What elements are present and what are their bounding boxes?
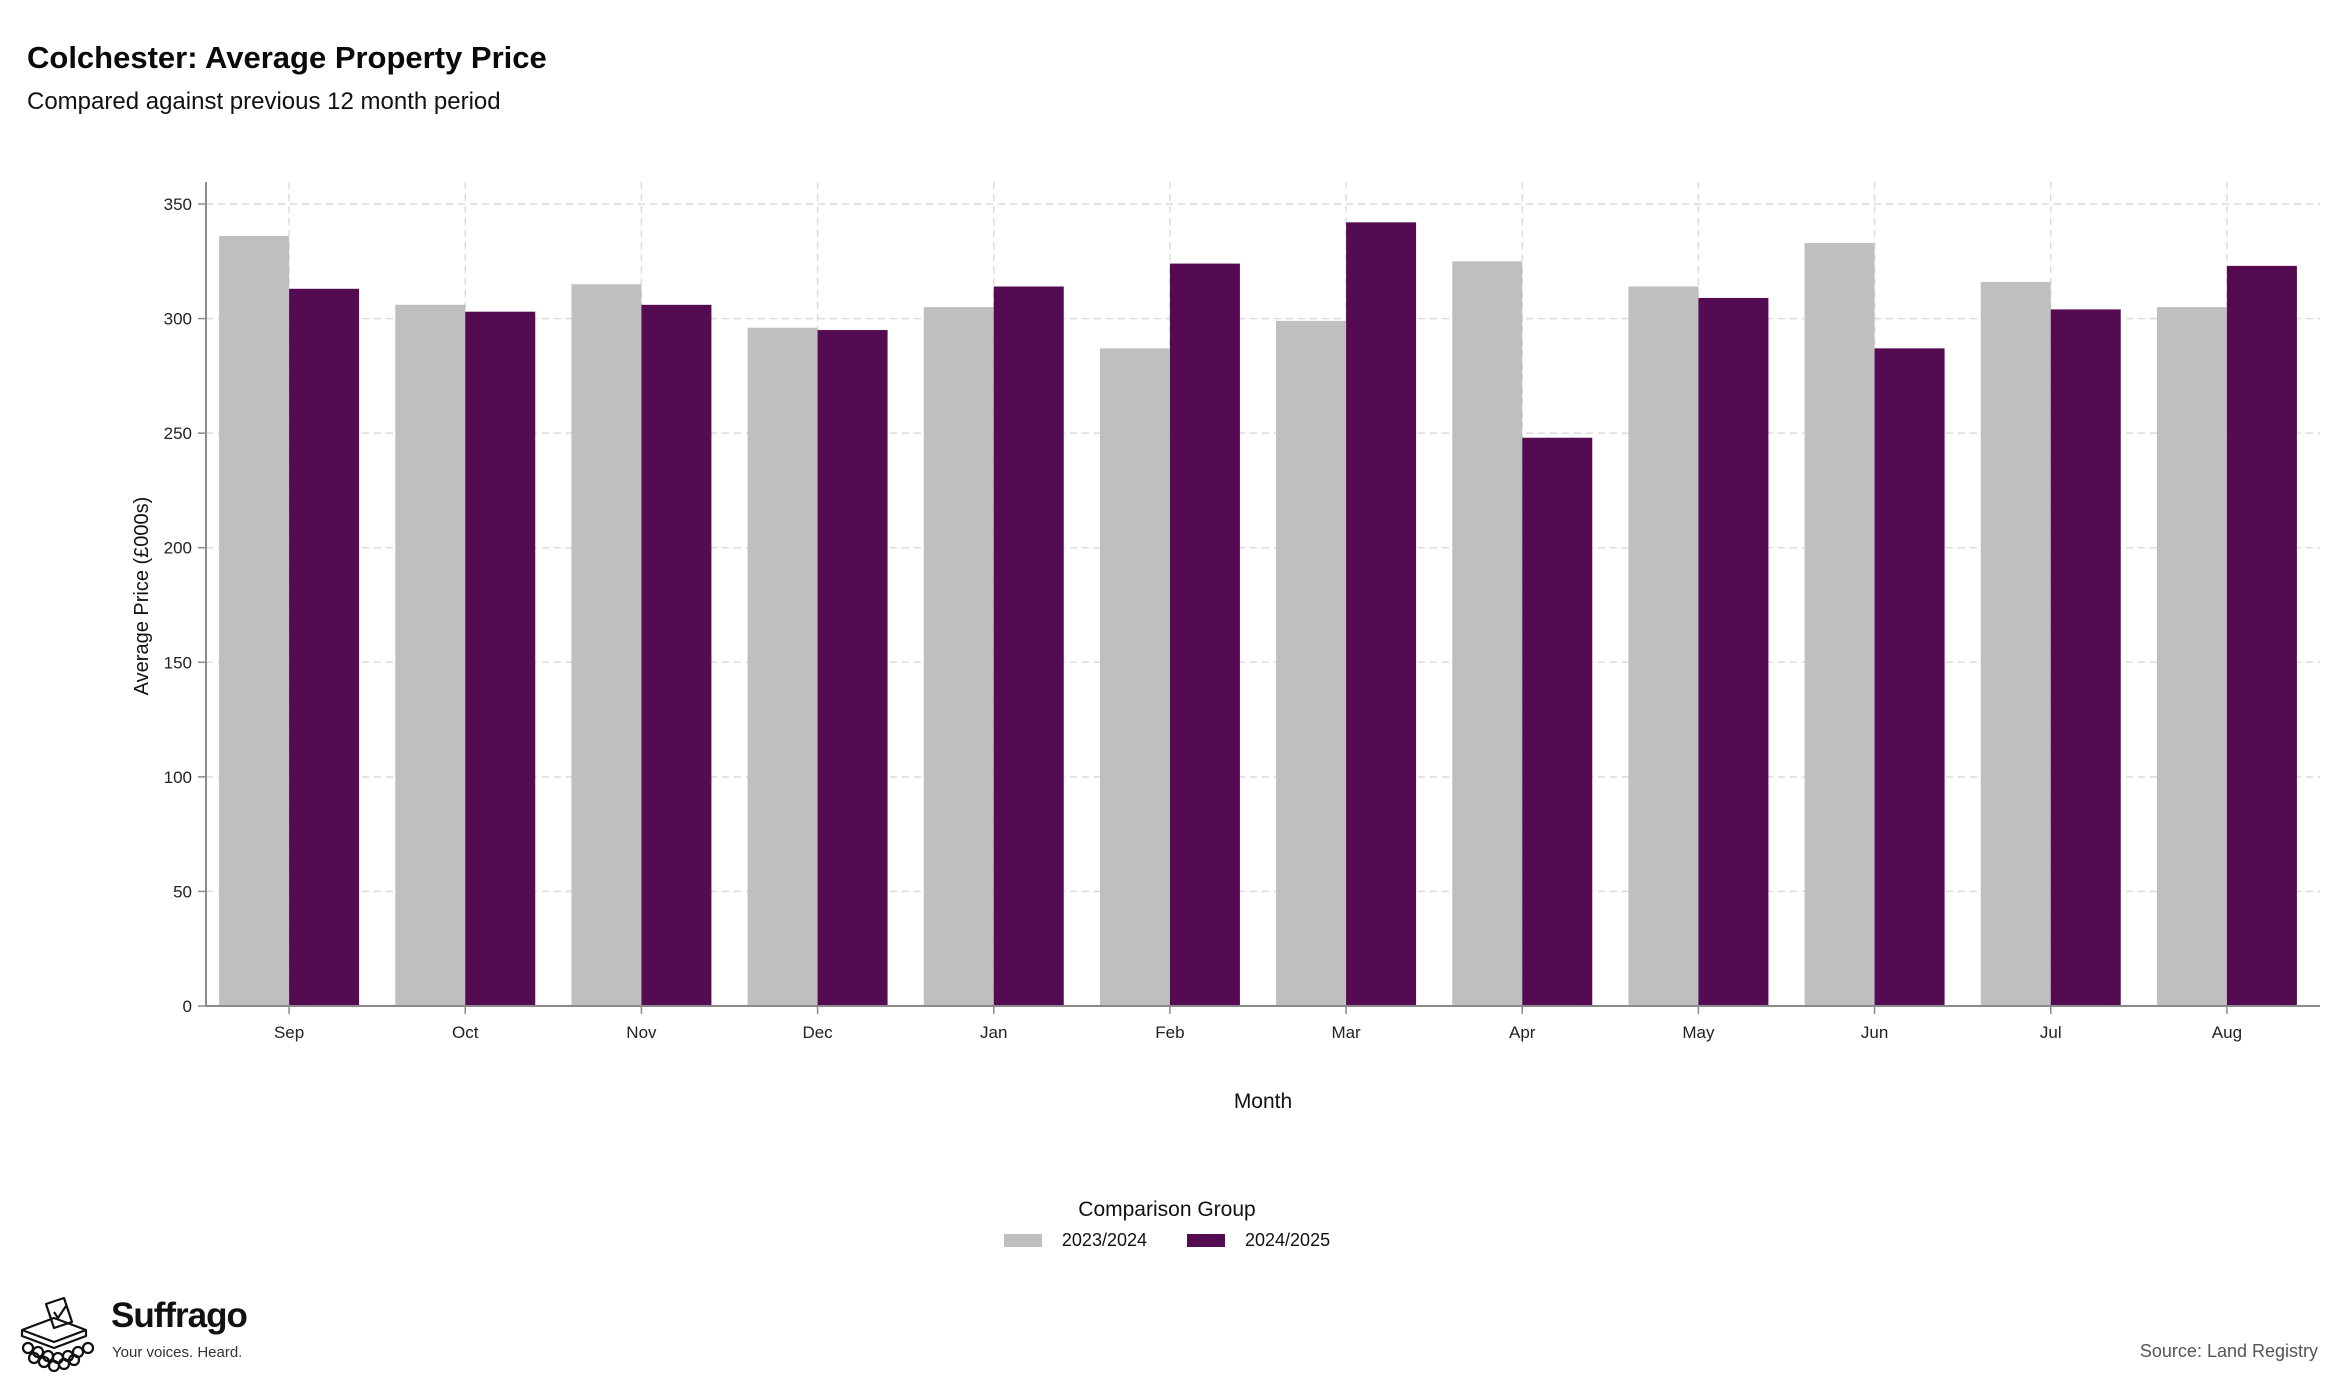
- bar-2024-2025-nov: [641, 304, 712, 1006]
- bar-2023-2024-dec: [747, 327, 818, 1006]
- legend-item: 2024/2025: [1187, 1230, 1330, 1251]
- y-tick-label: 0: [183, 997, 192, 1016]
- bar-2023-2024-aug: [2156, 307, 2227, 1007]
- bar-2023-2024-mar: [1276, 320, 1347, 1006]
- x-tick-label: Apr: [1509, 1023, 1536, 1042]
- bar-2024-2025-jul: [2050, 309, 2121, 1006]
- bar-2023-2024-apr: [1452, 261, 1523, 1006]
- y-tick-label: 200: [164, 539, 192, 558]
- y-tick-label: 350: [164, 195, 192, 214]
- y-tick-label: 50: [173, 882, 192, 901]
- legend-items: 2023/2024 2024/2025: [0, 1230, 2334, 1251]
- bar-2023-2024-feb: [1099, 348, 1170, 1006]
- legend-title: Comparison Group: [1078, 1198, 1256, 1221]
- y-tick-label: 300: [164, 310, 192, 329]
- x-tick-label: Feb: [1155, 1023, 1184, 1042]
- logo-tagline: Your voices. Heard.: [112, 1344, 243, 1361]
- bar-2024-2025-sep: [289, 288, 360, 1007]
- legend-swatch: [1003, 1234, 1042, 1247]
- chart-title: Colchester: Average Property Price: [27, 40, 547, 75]
- suffrago-logo: Suffrago Your voices. Heard.: [14, 1292, 254, 1372]
- logo-name: Suffrago: [111, 1296, 248, 1335]
- chart-subtitle: Compared against previous 12 month perio…: [27, 88, 501, 115]
- bar-2024-2025-may: [1698, 297, 1769, 1006]
- x-tick-label: Sep: [274, 1023, 304, 1042]
- bar-2023-2024-oct: [395, 304, 466, 1006]
- y-axis-title: Average Price (£000s): [131, 497, 153, 696]
- ballot-box-icon: [20, 1296, 95, 1372]
- x-tick-label: Dec: [802, 1023, 833, 1042]
- bar-2023-2024-jun: [1804, 242, 1875, 1006]
- x-tick-label: Aug: [2212, 1023, 2242, 1042]
- bar-2024-2025-dec: [817, 330, 888, 1006]
- bar-2024-2025-mar: [1346, 222, 1417, 1006]
- bar-2023-2024-jan: [923, 307, 994, 1007]
- bar-2024-2025-jan: [993, 286, 1064, 1006]
- source-note: Source: Land Registry: [2139, 1341, 2318, 1361]
- bar-2024-2025-jun: [1874, 348, 1945, 1006]
- x-tick-label: May: [1682, 1023, 1715, 1042]
- x-tick-label: Jan: [980, 1023, 1007, 1042]
- bar-2024-2025-oct: [465, 311, 536, 1006]
- bar-2023-2024-may: [1628, 286, 1699, 1006]
- bar-chart: 0 50 100 150 200 250 300 350 Sep Oct Nov Dec Jan Feb M…: [131, 182, 2320, 1113]
- bar-2024-2025-apr: [1522, 437, 1593, 1006]
- y-tick-label: 250: [164, 424, 192, 443]
- bar-2024-2025-aug: [2226, 265, 2297, 1007]
- legend-item: 2023/2024: [1003, 1230, 1147, 1251]
- x-tick-label: Nov: [626, 1023, 657, 1042]
- bar-2023-2024-sep: [219, 236, 290, 1006]
- x-axis-title: Month: [1234, 1090, 1292, 1113]
- legend: Comparison Group 2023/2024 2024/2025: [0, 1198, 2334, 1251]
- bar-2023-2024-jul: [1980, 281, 2051, 1006]
- legend-label: 2023/2024: [1061, 1230, 1147, 1250]
- x-tick-label: Mar: [1331, 1023, 1361, 1042]
- legend-swatch: [1187, 1234, 1225, 1247]
- bar-2024-2025-feb: [1169, 263, 1240, 1006]
- x-tick-label: Jul: [2040, 1023, 2062, 1042]
- y-tick-label: 100: [164, 768, 192, 787]
- x-tick-label: Jun: [1861, 1023, 1888, 1042]
- bar-2023-2024-nov: [571, 284, 642, 1006]
- legend-label: 2024/2025: [1245, 1230, 1331, 1250]
- y-tick-label: 150: [164, 653, 192, 672]
- x-tick-label: Oct: [452, 1023, 479, 1042]
